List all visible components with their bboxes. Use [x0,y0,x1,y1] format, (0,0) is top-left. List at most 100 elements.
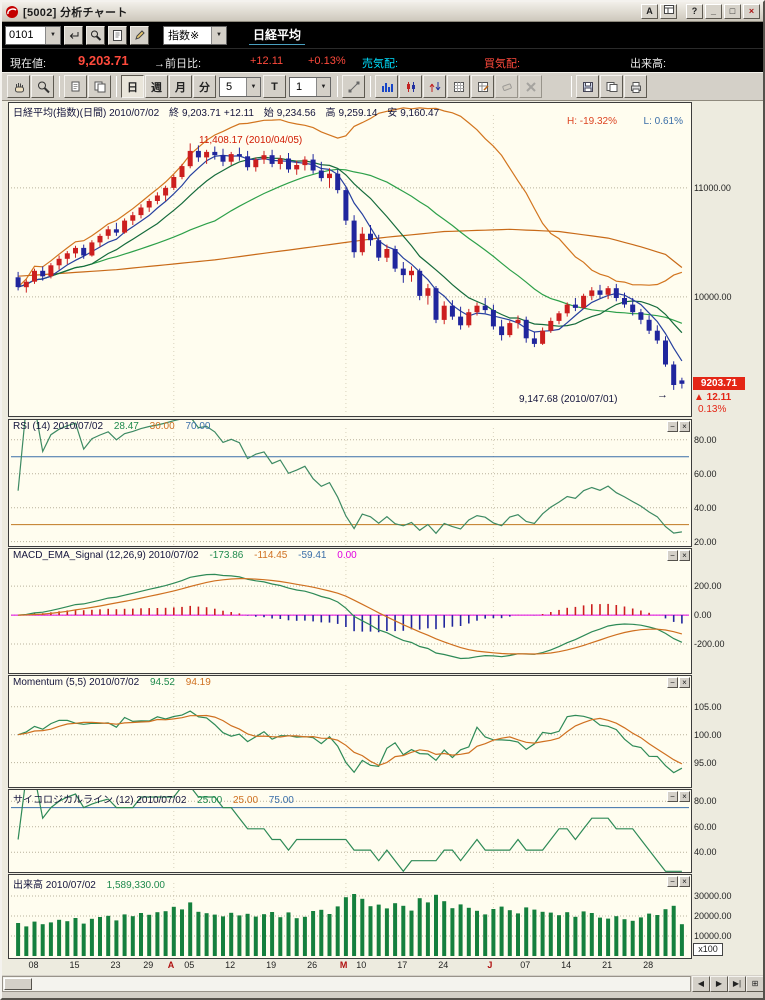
search-button[interactable] [86,25,105,45]
tick-chart-button[interactable]: T [263,75,286,98]
close-button[interactable]: × [743,4,760,19]
volume-title: 出来高 2010/07/02 [13,880,96,891]
price-marker: 9203.71 [693,376,745,390]
chevron-down-icon[interactable]: ▼ [211,26,226,44]
chevron-down-icon[interactable]: ▼ [316,77,330,96]
x-axis-label: 23 [110,960,121,970]
peak-annotation: 11,408.17 (2010/04/05) [199,135,303,146]
x-axis-label: 15 [69,960,80,970]
change-percent: +0.13% [308,55,346,67]
copy-image-button[interactable] [600,75,623,98]
y-tick-label: 95.00 [694,757,717,768]
horizontal-scrollbar[interactable] [2,976,691,992]
help-button[interactable]: ? [686,4,703,19]
y-tick-label: -200.00 [694,638,725,649]
panel-close-button[interactable]: × [679,677,690,688]
enter-button[interactable] [64,25,83,45]
symbol-code-input[interactable]: ▼ [5,25,61,45]
psych-value: 25.00 [197,795,223,806]
candle-chart-button[interactable] [399,75,422,98]
nav-mode-button[interactable]: ⊞ [746,976,763,992]
low-value: 9,160.47 [400,108,440,119]
nav-prev-button[interactable]: ◀ [692,976,710,992]
print-button[interactable] [624,75,647,98]
chevron-down-icon[interactable]: ▼ [45,26,60,44]
trough-annotation: 9,147.68 (2010/07/01) [519,394,618,405]
y-tick-label: 60.00 [694,468,717,479]
macd-header: MACD_EMA_Signal (12,26,9) 2010/07/02 -17… [13,550,357,561]
prev-day-label: →前日比: [154,58,202,70]
eraser-button[interactable] [495,75,518,98]
panel-minimize-button[interactable]: − [667,677,678,688]
momentum-value: 94.52 [149,677,175,688]
toolbar-separator [571,76,572,97]
chart-nav: ◀ ▶ ▶| ⊞ [692,976,763,992]
current-price-value: 9,203.71 [78,53,129,68]
y-tick-label: 40.00 [694,502,717,513]
memo-button[interactable] [108,25,127,45]
toolbar-separator [116,76,117,97]
open-value: 9,234.56 [276,108,316,119]
tick-count-value: 1 [296,80,303,93]
updown-arrows-button[interactable] [423,75,446,98]
main-chart-title: 日経平均(指数)(日間) 2010/07/02 [13,108,160,119]
zoom-tool-button[interactable] [31,75,54,98]
panel-close-button[interactable]: × [679,876,690,887]
y-tick-label: 0.00 [694,610,712,621]
panel-settings-button[interactable] [471,75,494,98]
minute-interval-dropdown[interactable]: 5 ▼ [219,76,261,97]
panel-minimize-button[interactable]: − [667,550,678,561]
pan-tool-button[interactable] [7,75,30,98]
buy-quote-label: 買気配: [484,58,521,70]
delete-drawing-button[interactable] [519,75,542,98]
current-price-label: 現在値: [10,58,47,70]
rsi-lower-level: 30.00 [149,421,175,432]
chevron-down-icon[interactable]: ▼ [246,77,260,96]
period-month-button[interactable]: 月 [169,75,192,98]
save-chart-button[interactable] [576,75,599,98]
rsi-panel: RSI (14) 2010/07/02 28.47 30.00 70.00 − × [8,419,692,547]
x-axis-label: 12 [225,960,236,970]
panel-close-button[interactable]: × [679,550,690,561]
trendline-tool-button[interactable] [342,75,365,98]
period-week-button[interactable]: 週 [145,75,168,98]
y-tick-label: 10000.00 [694,291,732,302]
y-tick-label: 80.00 [694,796,717,807]
panel-minimize-button[interactable]: − [667,421,678,432]
scrollbar-thumb[interactable] [4,978,32,990]
nav-last-button[interactable]: ▶| [728,976,746,992]
psych-lower-level: 25.00 [232,795,259,806]
panel-close-button[interactable]: × [679,421,690,432]
low-percent-stat: L: 0.61% [643,116,683,127]
edit-button[interactable] [130,25,149,45]
x-axis-label: M [339,960,348,970]
bar-chart-button[interactable] [375,75,398,98]
panel-minimize-button[interactable]: − [667,876,678,887]
minimize-button[interactable]: _ [705,4,722,19]
macd-plot [11,558,689,670]
grid-toggle-button[interactable] [447,75,470,98]
x-axis-label: 29 [143,960,154,970]
maximize-button[interactable]: □ [724,4,741,19]
volume-value: 1,589,330.00 [106,880,165,891]
panel-minimize-button[interactable]: − [667,791,678,802]
momentum-plot [11,685,689,785]
symbol-code-field[interactable] [6,29,38,41]
panel-close-button[interactable]: × [679,791,690,802]
macd-hist-value: -59.41 [298,550,327,561]
macd-panel: MACD_EMA_Signal (12,26,9) 2010/07/02 -17… [8,548,692,674]
x-axis-label: 08 [28,960,39,970]
duplicate-chart-button[interactable] [88,75,111,98]
layout-button[interactable] [660,4,677,19]
period-day-button[interactable]: 日 [121,75,144,98]
nav-next-button[interactable]: ▶ [710,976,728,992]
category-dropdown[interactable]: 指数※ ▼ [163,25,227,45]
main-chart-panel: 日経平均(指数)(日間) 2010/07/02 終 9,203.71 +12.11 … [8,102,692,417]
font-size-button[interactable]: A [641,4,658,19]
copy-chart-button[interactable] [64,75,87,98]
x-axis-label: A [167,960,175,970]
x-axis-label: 28 [643,960,654,970]
period-minute-button[interactable]: 分 [193,75,216,98]
tick-count-dropdown[interactable]: 1 ▼ [289,76,331,97]
macd-signal-value: -114.45 [254,550,288,561]
